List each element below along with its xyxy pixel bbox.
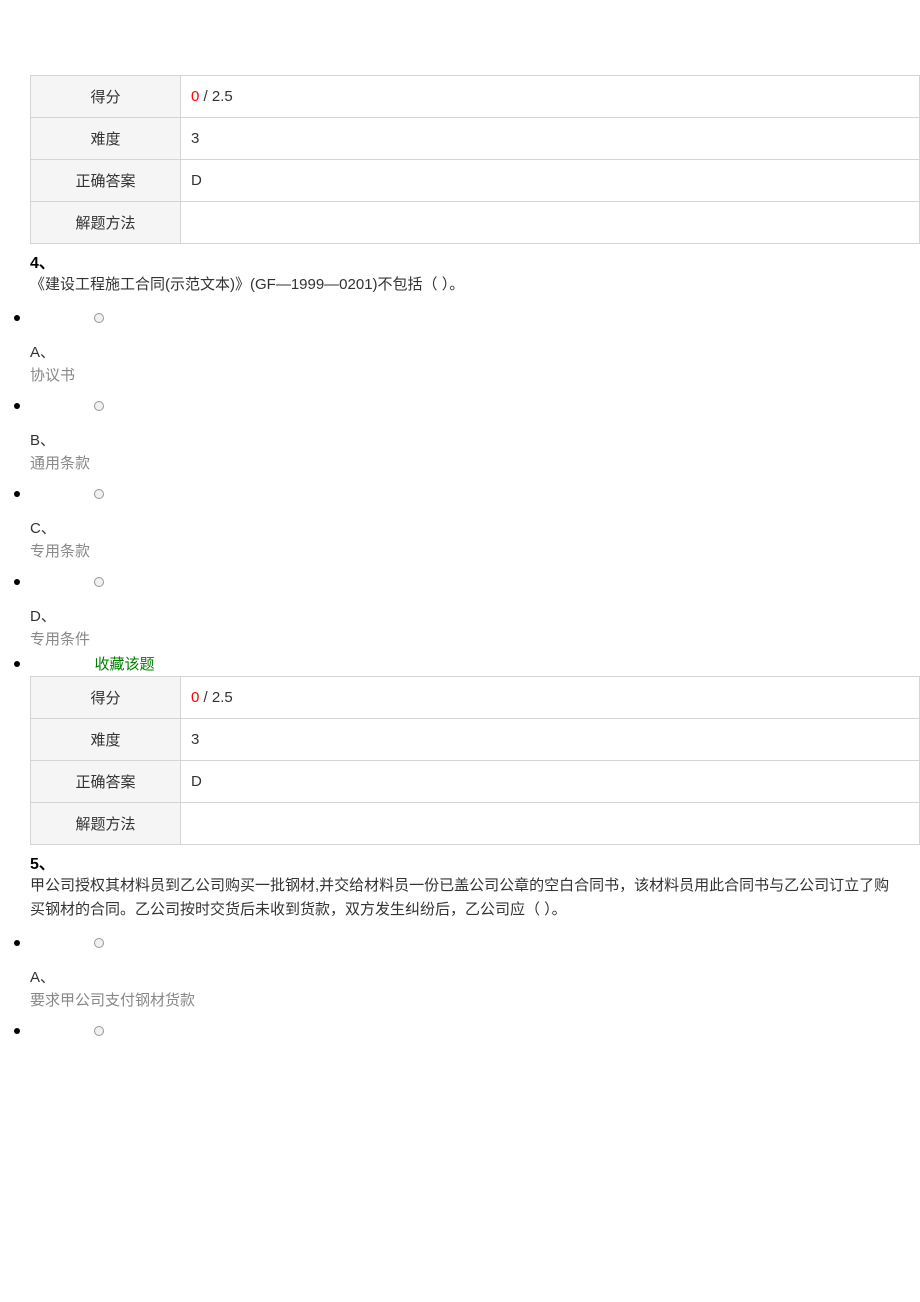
difficulty-value: 3 [181,118,920,160]
radio-icon[interactable] [94,1026,104,1036]
option-a-letter: A、 [30,966,920,987]
score-value: 0 / 2.5 [181,677,920,719]
bullet-icon [14,491,20,497]
option-b-letter: B、 [30,429,920,450]
score-label: 得分 [31,76,181,118]
score-table-q3: 得分 0 / 2.5 难度 3 正确答案 D 解题方法 [30,75,920,244]
option-row-a [0,309,920,327]
score-table-q4: 得分 0 / 2.5 难度 3 正确答案 D 解题方法 [30,676,920,845]
bullet-icon [14,579,20,585]
method-label: 解题方法 [31,803,181,845]
option-c-letter: C、 [30,517,920,538]
answer-label: 正确答案 [31,761,181,803]
difficulty-label: 难度 [31,118,181,160]
radio-icon[interactable] [94,489,104,499]
answer-value: D [181,761,920,803]
bullet-icon [14,403,20,409]
answer-label: 正确答案 [31,160,181,202]
score-value: 0 / 2.5 [181,76,920,118]
option-row-b [0,397,920,415]
option-row-c [0,485,920,503]
bullet-icon [14,940,20,946]
favorite-row: 收藏该题 [0,653,920,674]
option-row-b [0,1022,920,1040]
option-row-d [0,573,920,591]
difficulty-label: 难度 [31,719,181,761]
bullet-icon [14,315,20,321]
method-label: 解题方法 [31,202,181,244]
method-value [181,803,920,845]
option-a-text: 要求甲公司支付钢材货款 [30,989,920,1010]
method-value [181,202,920,244]
radio-icon[interactable] [94,401,104,411]
option-a-letter: A、 [30,341,920,362]
question-5-text: 甲公司授权其材料员到乙公司购买一批钢材,并交给材料员一份已盖公司公章的空白合同书… [30,874,890,922]
difficulty-value: 3 [181,719,920,761]
radio-icon[interactable] [94,577,104,587]
radio-icon[interactable] [94,938,104,948]
option-d-letter: D、 [30,605,920,626]
favorite-link[interactable]: 收藏该题 [94,653,154,674]
option-b-text: 通用条款 [30,452,920,473]
answer-value: D [181,160,920,202]
option-c-text: 专用条款 [30,540,920,561]
bullet-icon [14,661,20,667]
question-5-number: 5、 [30,850,920,874]
option-a-text: 协议书 [30,364,920,385]
bullet-icon [14,1028,20,1034]
score-label: 得分 [31,677,181,719]
radio-icon[interactable] [94,313,104,323]
option-d-text: 专用条件 [30,628,920,649]
option-row-a [0,934,920,952]
question-4-text: 《建设工程施工合同(示范文本)》(GF—1999—0201)不包括（ ）。 [30,273,890,297]
question-4-number: 4、 [30,249,920,273]
